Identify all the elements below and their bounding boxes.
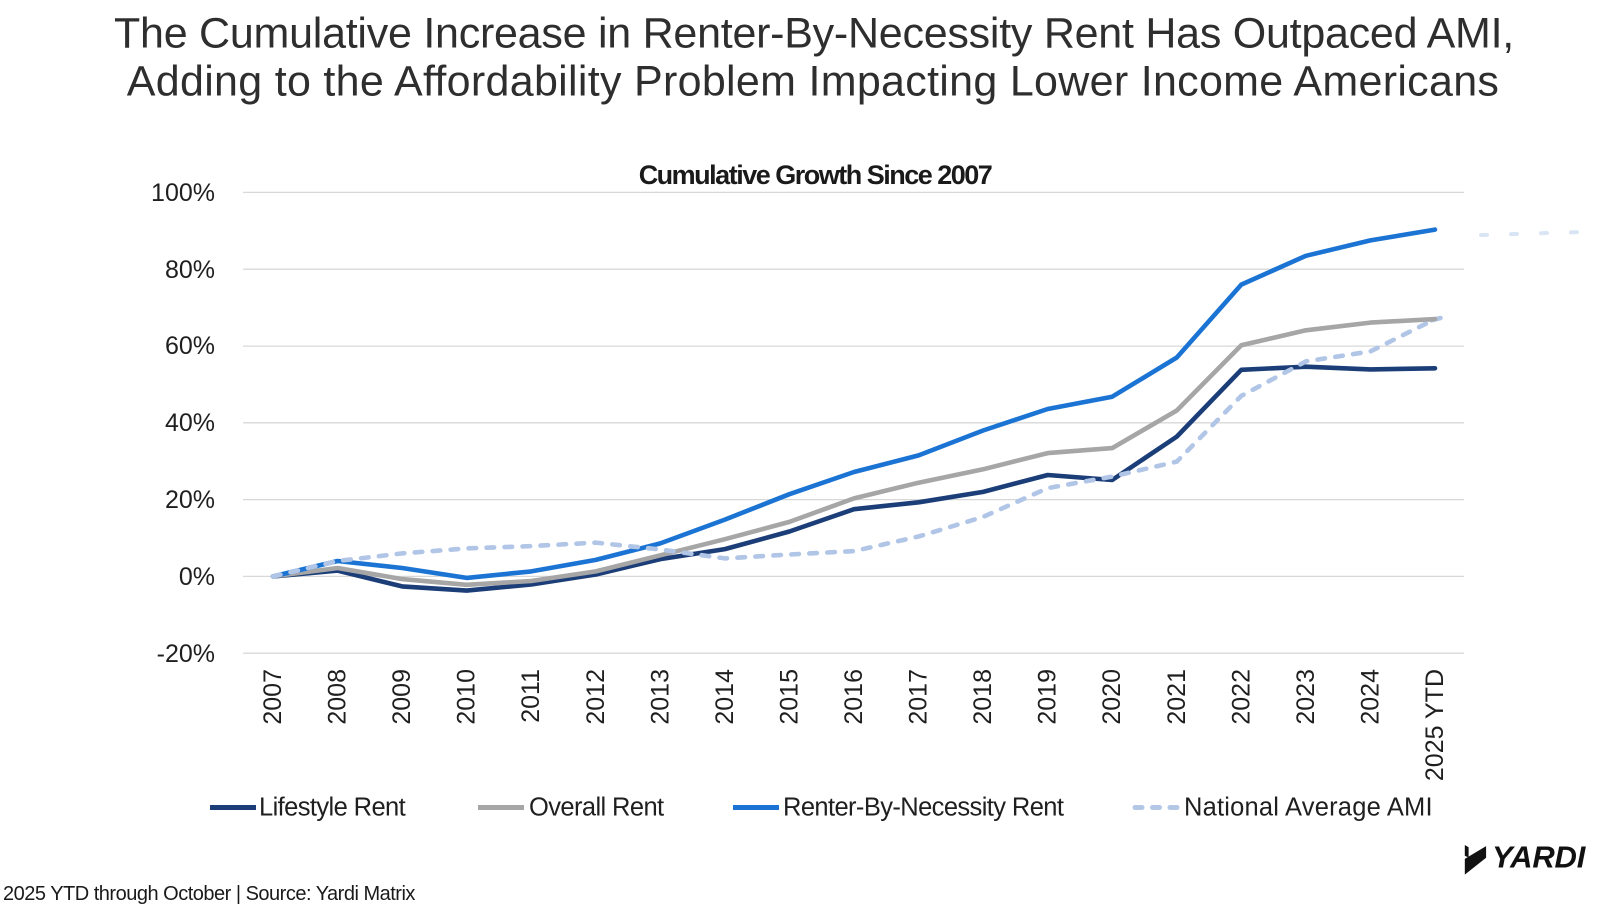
svg-text:2017: 2017	[905, 669, 933, 725]
svg-text:Cumulative Growth Since 2007: Cumulative Growth Since 2007	[639, 160, 992, 190]
svg-text:2023: 2023	[1292, 669, 1320, 725]
svg-text:0%: 0%	[179, 563, 215, 591]
svg-text:2011: 2011	[517, 669, 545, 723]
svg-text:2013: 2013	[646, 669, 674, 725]
svg-text:20%: 20%	[165, 486, 215, 514]
svg-text:2018: 2018	[969, 669, 997, 725]
svg-text:2010: 2010	[453, 669, 481, 725]
svg-text:2007: 2007	[259, 669, 287, 725]
svg-text:YARDI: YARDI	[1492, 840, 1587, 875]
svg-text:80%: 80%	[165, 256, 215, 284]
svg-text:100%: 100%	[151, 179, 215, 207]
svg-text:The Cumulative Increase in Ren: The Cumulative Increase in Renter-By-Nec…	[114, 10, 1514, 58]
svg-text:2021: 2021	[1163, 669, 1191, 725]
svg-text:Lifestyle Rent: Lifestyle Rent	[259, 794, 406, 822]
svg-text:2015: 2015	[775, 669, 803, 725]
svg-text:2009: 2009	[388, 669, 416, 725]
svg-text:2016: 2016	[840, 669, 868, 725]
svg-text:2025 YTD through October | Sou: 2025 YTD through October | Source: Yardi…	[3, 883, 415, 905]
svg-text:Renter-By-Necessity Rent: Renter-By-Necessity Rent	[783, 794, 1064, 822]
svg-text:2022: 2022	[1227, 669, 1255, 725]
svg-text:Overall Rent: Overall Rent	[529, 794, 664, 822]
svg-text:National Average AMI: National Average AMI	[1184, 794, 1433, 822]
svg-text:2014: 2014	[711, 669, 739, 725]
svg-text:60%: 60%	[165, 332, 215, 360]
svg-text:Adding to the Affordability Pr: Adding to the Affordability Problem Impa…	[127, 58, 1499, 106]
svg-text:40%: 40%	[165, 409, 215, 437]
svg-text:2019: 2019	[1034, 669, 1062, 725]
svg-text:-20%: -20%	[157, 640, 215, 668]
svg-text:2024: 2024	[1356, 669, 1384, 725]
svg-text:2008: 2008	[324, 669, 352, 725]
svg-text:2025 YTD: 2025 YTD	[1421, 669, 1449, 781]
svg-text:2012: 2012	[582, 669, 610, 725]
svg-text:2020: 2020	[1098, 669, 1126, 725]
